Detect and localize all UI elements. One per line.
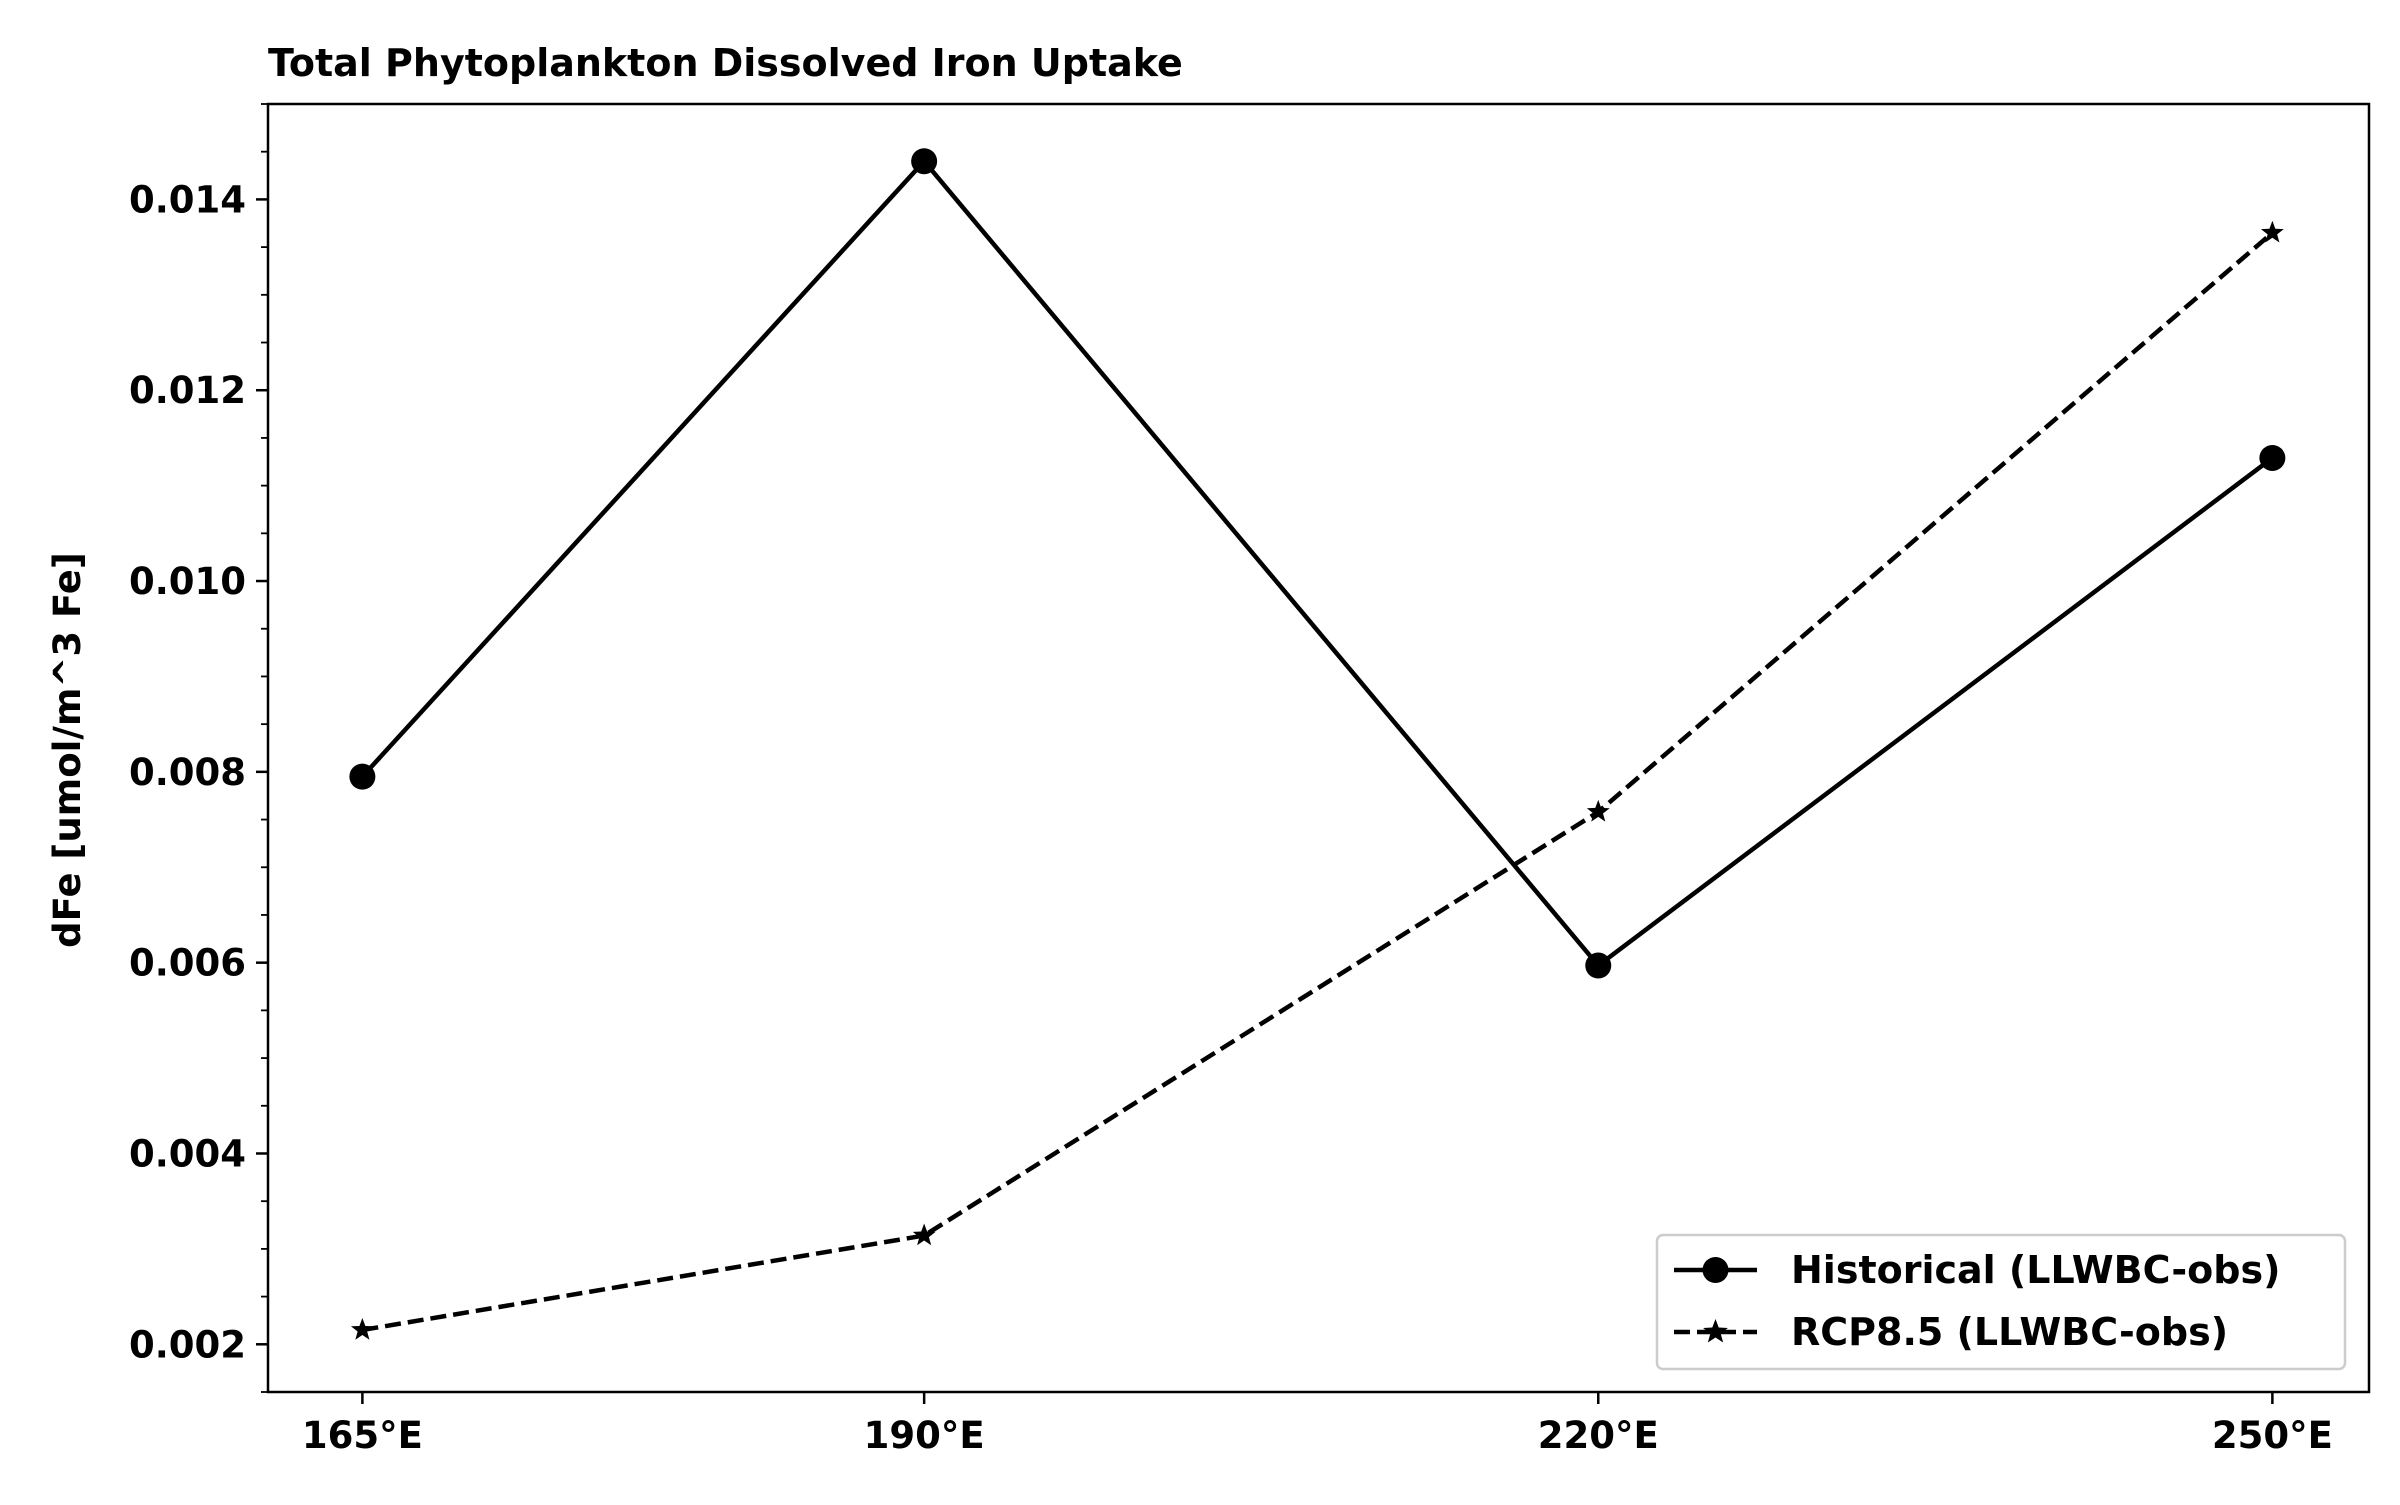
legend-marker [1703, 1319, 1728, 1343]
data-point [2259, 444, 2286, 471]
data-point [911, 148, 938, 175]
legend-label: RCP8.5 (LLWBC-obs) [1791, 1310, 2228, 1354]
data-point [350, 1317, 374, 1340]
y-tick-label: 0.002 [129, 1323, 246, 1366]
y-tick-label: 0.008 [129, 751, 246, 794]
y-axis: 0.002 0.004 0.006 0.008 0.010 0.012 0.014 [129, 103, 268, 1393]
x-tick-label: 220°E [1538, 1414, 1659, 1457]
y-tick-label: 0.004 [129, 1132, 246, 1175]
chart-title: Total Phytoplankton Dissolved Iron Uptak… [268, 41, 1183, 85]
x-tick-label: 165°E [302, 1414, 423, 1457]
data-point [912, 1223, 936, 1246]
x-axis: 165°E 190°E 220°E 250°E [302, 1392, 2333, 1457]
series-line [362, 231, 2274, 1333]
legend-marker [1702, 1257, 1729, 1283]
y-tick-label: 0.014 [129, 178, 246, 221]
series-line [360, 158, 2274, 968]
y-axis-label: dFe [umol/m^3 Fe] [46, 552, 89, 948]
legend-box [1655, 1233, 2347, 1371]
y-tick-label: 0.012 [129, 369, 246, 412]
series-1 [349, 148, 2286, 979]
data-point [1585, 952, 1612, 979]
series-2 [350, 220, 2284, 1340]
data-point [349, 763, 376, 790]
y-tick-label: 0.010 [129, 560, 246, 603]
series-layer [349, 148, 2286, 1340]
x-tick-label: 250°E [2212, 1414, 2333, 1457]
data-point [2260, 220, 2284, 243]
legend: Historical (LLWBC-obs) RCP8.5 (LLWBC-obs) [1655, 1233, 2347, 1371]
legend-label: Historical (LLWBC-obs) [1791, 1248, 2280, 1292]
data-point [1586, 799, 1610, 822]
y-tick-label: 0.006 [129, 942, 246, 985]
x-tick-label: 190°E [864, 1414, 985, 1457]
plot-area [266, 102, 2371, 1394]
